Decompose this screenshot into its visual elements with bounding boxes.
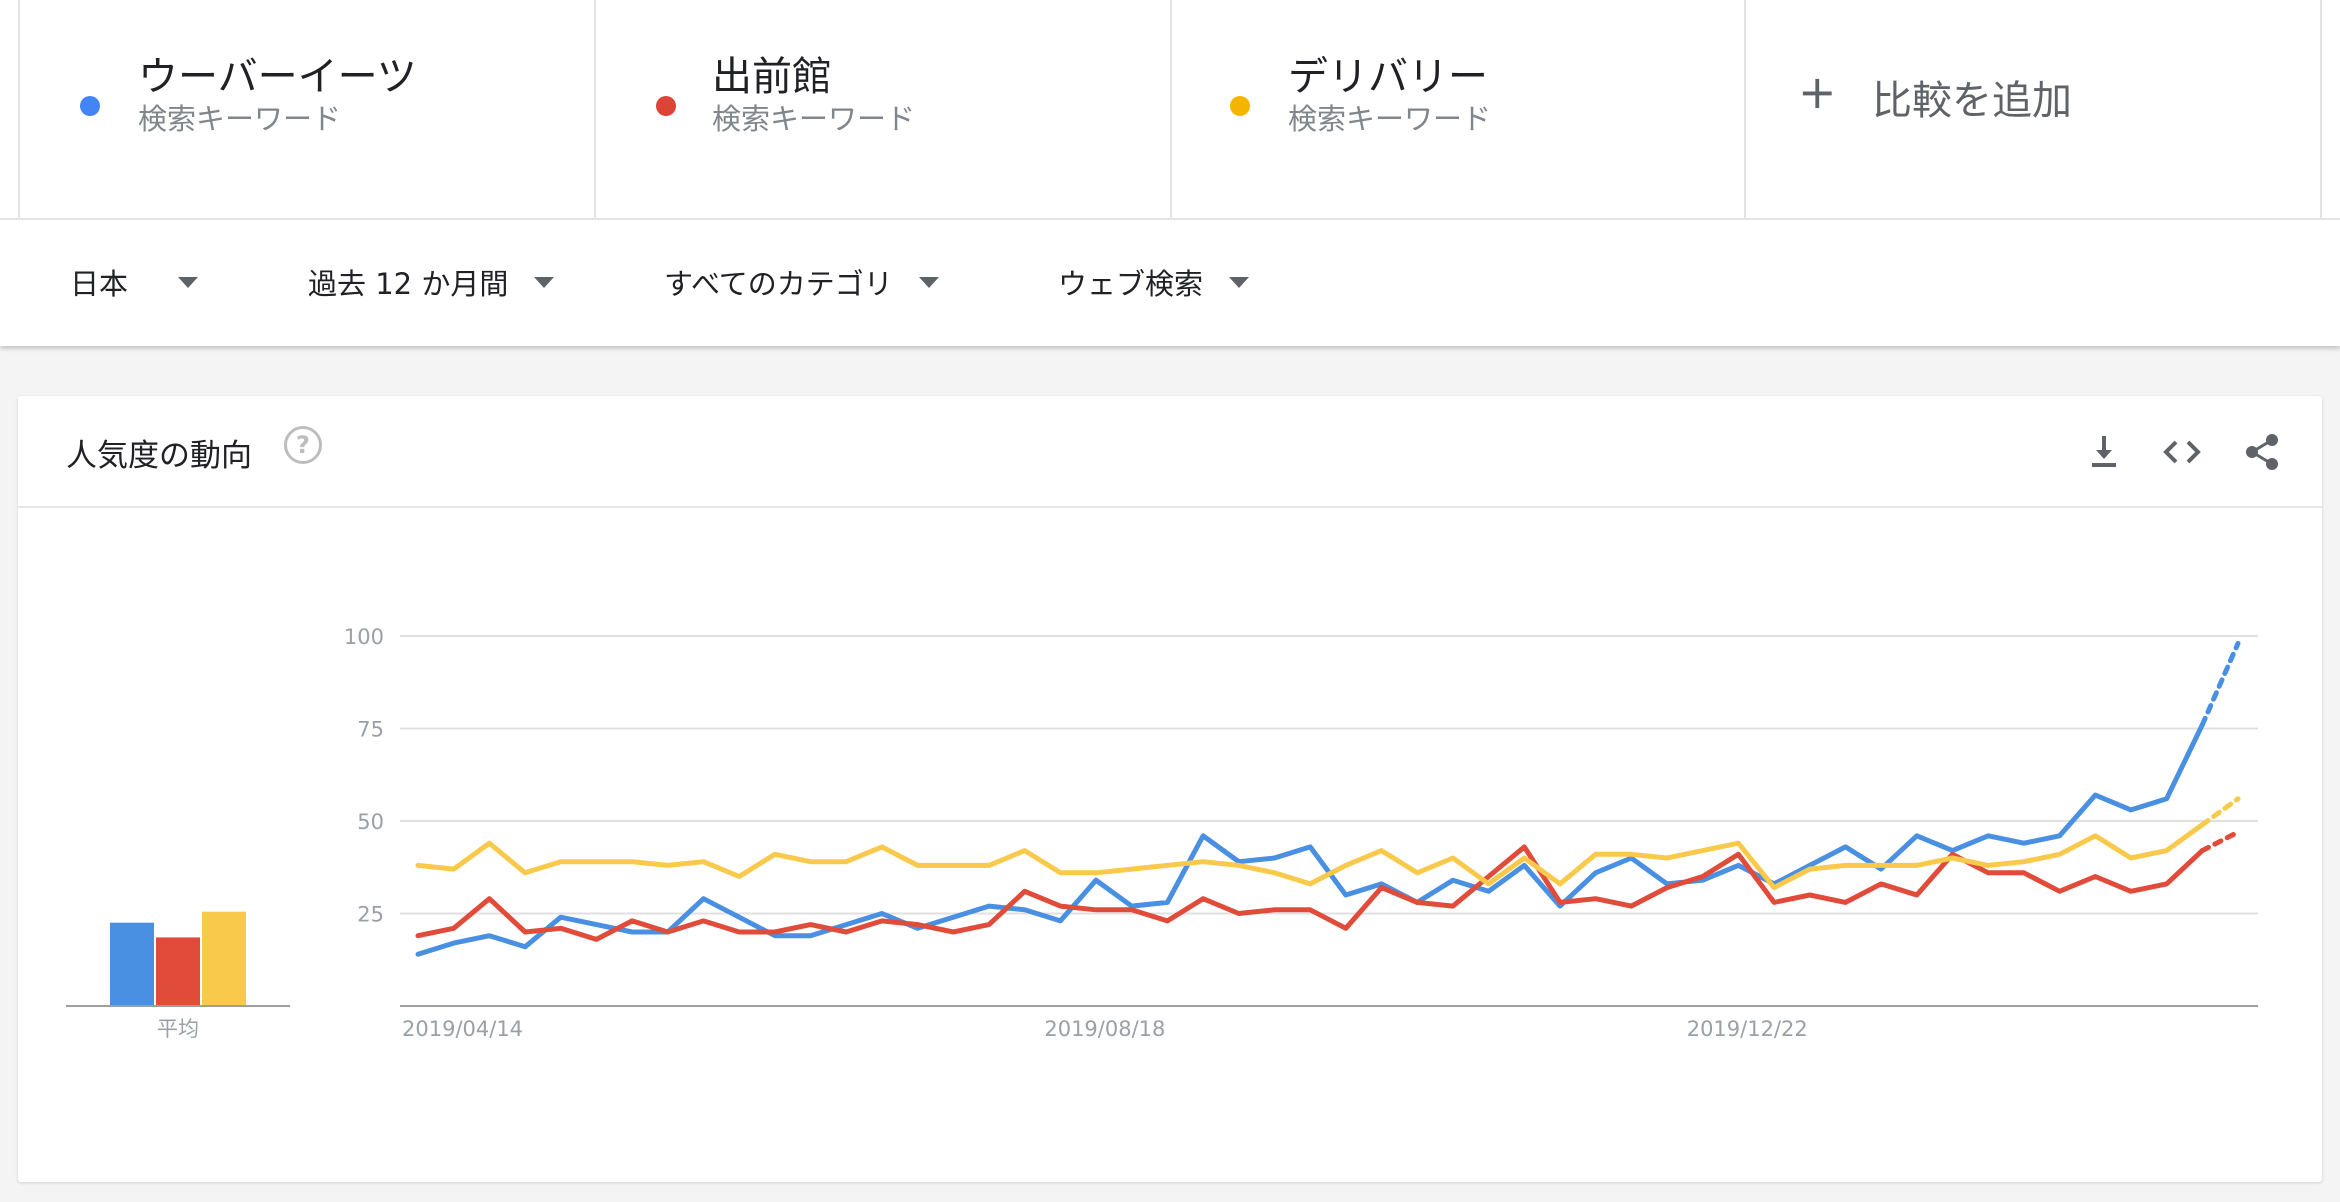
series-line-2 xyxy=(415,844,2205,942)
average-bar xyxy=(156,937,200,1006)
y-tick-label: 75 xyxy=(357,718,384,742)
card-title: 人気度の動向 xyxy=(66,438,252,474)
x-tick-label: 2019/12/22 xyxy=(1687,1017,1808,1041)
average-label: 平均 xyxy=(157,1017,199,1041)
search-terms-bar: ウーバーイーツ 検索キーワード 出前館 検索キーワード デリバリー 検索キーワー… xyxy=(0,0,2340,218)
x-tick-label: 2019/08/18 xyxy=(1044,1017,1165,1041)
embed-icon[interactable] xyxy=(2160,430,2204,474)
region-label: 日本 xyxy=(70,267,129,301)
search-type-dropdown[interactable]: ウェブ検索 xyxy=(1058,262,1250,302)
term-name: 出前館 xyxy=(712,54,832,100)
series-color-dot xyxy=(656,96,676,116)
series-color-dot xyxy=(1230,96,1250,116)
category-dropdown[interactable]: すべてのカテゴリ xyxy=(664,262,939,302)
caret-down-icon xyxy=(1229,276,1250,288)
series-color-dot xyxy=(80,96,100,116)
filter-bar: 日本 過去 12 か月間 すべてのカテゴリ ウェブ検索 xyxy=(0,218,2340,346)
caret-down-icon xyxy=(178,276,199,288)
term-type: 検索キーワード xyxy=(712,102,916,136)
x-tick-label: 2019/04/14 xyxy=(402,1017,523,1041)
plus-icon: + xyxy=(1798,65,1837,119)
caret-down-icon xyxy=(534,276,555,288)
series-line-1 xyxy=(415,722,2205,957)
term-card-2[interactable]: 出前館 検索キーワード xyxy=(594,0,1170,218)
y-tick-label: 100 xyxy=(344,625,384,649)
y-tick-label: 25 xyxy=(357,903,384,927)
series-partial-segment-2 xyxy=(2199,829,2241,854)
region-dropdown[interactable]: 日本 xyxy=(70,262,199,302)
term-name: デリバリー xyxy=(1288,54,1488,100)
series-partial-segment-3 xyxy=(2199,796,2241,828)
caret-down-icon xyxy=(918,276,939,288)
period-label: 過去 12 か月間 xyxy=(308,267,509,301)
term-card-1[interactable]: ウーバーイーツ 検索キーワード xyxy=(18,0,594,218)
series-partial-segment-1 xyxy=(2199,640,2241,728)
term-type: 検索キーワード xyxy=(1288,102,1492,136)
series-line-3 xyxy=(415,822,2205,891)
add-comparison-button[interactable]: + 比較を追加 xyxy=(1744,0,2322,218)
add-comparison-label: 比較を追加 xyxy=(1872,78,2072,124)
period-dropdown[interactable]: 過去 12 か月間 xyxy=(308,262,555,302)
y-tick-label: 50 xyxy=(357,810,384,834)
card-header: 人気度の動向 ? xyxy=(18,396,2322,508)
interest-over-time-card: 人気度の動向 ? 25 50 75 100 2019/04/14 2019/08/18 20… xyxy=(18,396,2322,1182)
search-type-label: ウェブ検索 xyxy=(1058,267,1204,301)
help-icon[interactable]: ? xyxy=(284,426,322,464)
category-label: すべてのカテゴリ xyxy=(664,267,893,301)
share-icon[interactable] xyxy=(2240,430,2284,474)
average-bar xyxy=(202,911,246,1006)
trend-chart[interactable]: 25 50 75 100 2019/04/14 2019/08/18 2019/12/22 平… xyxy=(18,396,2322,1182)
term-card-3[interactable]: デリバリー 検索キーワード xyxy=(1170,0,1744,218)
term-name: ウーバーイーツ xyxy=(138,54,417,100)
average-bar xyxy=(110,922,154,1006)
term-type: 検索キーワード xyxy=(138,102,342,136)
download-icon[interactable] xyxy=(2082,430,2126,474)
